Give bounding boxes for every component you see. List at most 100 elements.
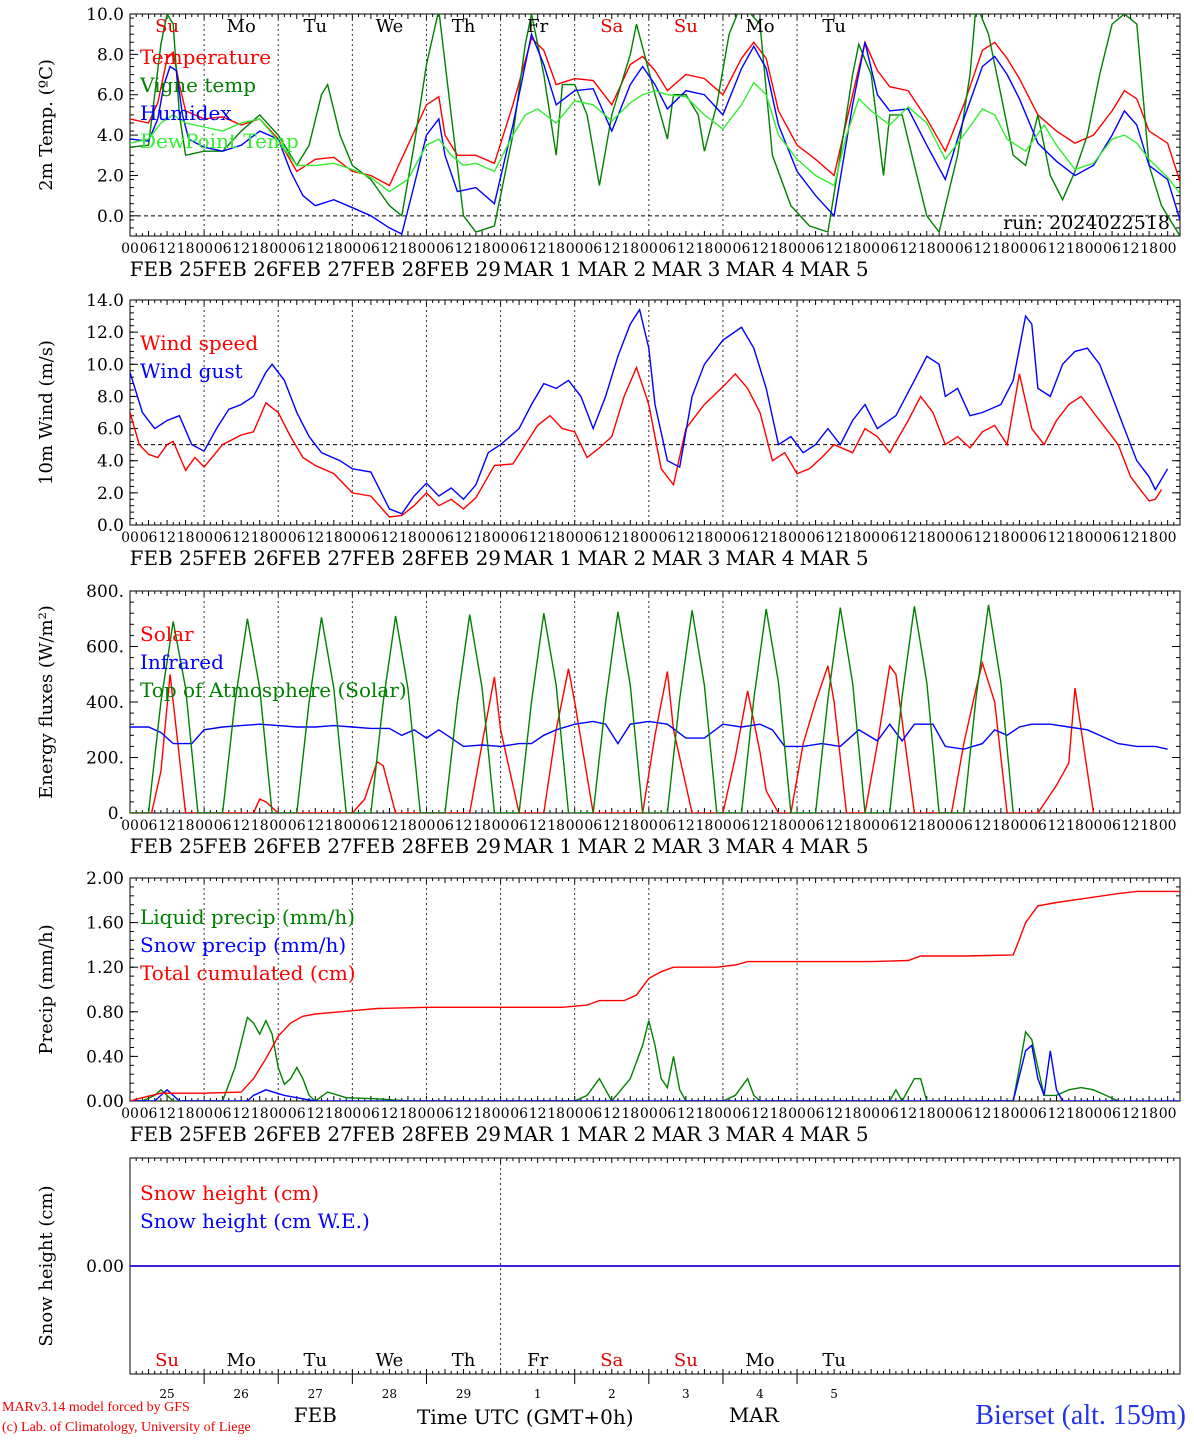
- hour-tick-label: 06: [1029, 1106, 1047, 1122]
- hour-tick-label: 00: [566, 1106, 584, 1122]
- hour-tick-label: 06: [1029, 241, 1047, 257]
- y-tick-label: 0.: [108, 804, 124, 824]
- hour-tick-label: 18: [695, 1106, 713, 1122]
- hour-tick-label: 18: [547, 530, 565, 546]
- hour-tick-label: 06: [955, 241, 973, 257]
- hour-tick-label: 18: [251, 530, 269, 546]
- hour-tick-label: 00: [788, 818, 806, 834]
- series-line-solar: [130, 660, 1095, 813]
- hour-tick-label: 00: [492, 530, 510, 546]
- date-label: FEB 26: [204, 1122, 279, 1146]
- legend-entry: Top of Atmosphere (Solar): [140, 678, 407, 702]
- hour-tick-label: 18: [399, 818, 417, 834]
- weekday-label: Tu: [303, 16, 327, 37]
- weekday-label: Mo: [745, 16, 774, 37]
- hour-tick-label: 00: [936, 530, 954, 546]
- day-number-label: 29: [456, 1387, 471, 1401]
- weekday-label: Th: [452, 1350, 476, 1371]
- date-label: MAR 2: [577, 1122, 646, 1146]
- hour-tick-label: 18: [992, 1106, 1010, 1122]
- hour-tick-label: 06: [510, 818, 528, 834]
- hour-tick-label: 06: [733, 241, 751, 257]
- hour-tick-label: 06: [1103, 1106, 1121, 1122]
- hour-tick-label: 18: [177, 530, 195, 546]
- hour-tick-label: 12: [380, 241, 398, 257]
- hour-tick-label: 18: [918, 818, 936, 834]
- date-label: FEB 29: [426, 1122, 501, 1146]
- series-line-wind-gust: [130, 307, 1169, 515]
- hour-tick-label: 18: [992, 241, 1010, 257]
- hour-tick-label: 06: [362, 818, 380, 834]
- date-label: FEB 28: [352, 546, 427, 570]
- y-tick-label: 10.0: [86, 5, 124, 25]
- hour-tick-label: 00: [936, 1106, 954, 1122]
- date-label: MAR 5: [800, 546, 869, 570]
- hour-tick-label: 18: [325, 1106, 343, 1122]
- hour-tick-label: 00: [566, 241, 584, 257]
- y-tick-label: 2.0: [97, 484, 124, 504]
- hour-tick-label: 12: [1122, 241, 1140, 257]
- legend-entry: Wind gust: [140, 359, 243, 383]
- hour-tick-label: 12: [603, 530, 621, 546]
- hour-tick-label: 12: [751, 818, 769, 834]
- series-line-humidex: [130, 31, 1180, 236]
- hour-tick-label: 00: [714, 530, 732, 546]
- hour-tick-label: 18: [1140, 818, 1158, 834]
- hour-tick-label: 00: [121, 530, 139, 546]
- hour-tick-label: 00: [862, 1106, 880, 1122]
- date-label: FEB 26: [204, 546, 279, 570]
- hour-tick-label: 06: [584, 241, 602, 257]
- weekday-label: Mo: [745, 1350, 774, 1371]
- hour-tick-label: 12: [825, 530, 843, 546]
- hour-tick-label: 18: [1140, 530, 1158, 546]
- legend-entry: Vigne temp: [139, 73, 256, 97]
- y-tick-label: 200.: [86, 749, 124, 769]
- hour-tick-label: 12: [306, 1106, 324, 1122]
- hour-tick-label: 00: [640, 1106, 658, 1122]
- hour-tick-label: 18: [770, 530, 788, 546]
- y-tick-label: 0.0: [97, 516, 124, 536]
- y-tick-label: 6.0: [97, 86, 124, 106]
- hour-tick-label: 12: [232, 1106, 250, 1122]
- hour-tick-label: 06: [955, 1106, 973, 1122]
- y-tick-label: 4.0: [97, 126, 124, 146]
- hour-tick-label: 12: [973, 1106, 991, 1122]
- hour-tick-label: 12: [603, 241, 621, 257]
- hour-tick-label: 00: [640, 530, 658, 546]
- copyright-credit: (c) Lab. of Climatology, University of L…: [2, 1420, 251, 1435]
- date-label: FEB 25: [130, 546, 205, 570]
- hour-tick-label: 00: [492, 1106, 510, 1122]
- hour-tick-label: 12: [677, 530, 695, 546]
- hour-tick-label: 06: [436, 818, 454, 834]
- weekday-label: Mo: [227, 1350, 256, 1371]
- hour-tick-label: 06: [510, 241, 528, 257]
- hour-tick-label: 18: [399, 1106, 417, 1122]
- legend-entry: Infrared: [140, 650, 224, 674]
- y-axis-label: 2m Temp. (ºC): [36, 59, 57, 191]
- hour-tick-label: 00: [269, 530, 287, 546]
- hour-tick-label: 12: [603, 1106, 621, 1122]
- date-label: MAR 1: [503, 834, 572, 858]
- hour-tick-label: 06: [1103, 818, 1121, 834]
- hour-tick-label: 00: [788, 1106, 806, 1122]
- hour-tick-label: 06: [140, 530, 158, 546]
- date-label: MAR 5: [800, 257, 869, 281]
- y-tick-label: 800.: [86, 582, 124, 602]
- hour-tick-label: 18: [695, 530, 713, 546]
- series-line-infrared: [130, 720, 1168, 750]
- day-number-label: 25: [159, 1387, 174, 1401]
- hour-tick-label: 06: [436, 1106, 454, 1122]
- hour-tick-label: 18: [325, 241, 343, 257]
- y-tick-label: 0.0: [97, 207, 124, 227]
- hour-tick-label: 12: [455, 241, 473, 257]
- y-tick-label: 1.60: [86, 914, 124, 934]
- y-axis-label: Precip (mm/h): [36, 924, 57, 1054]
- hour-tick-label: 06: [436, 241, 454, 257]
- hour-tick-label: 06: [658, 530, 676, 546]
- date-label: MAR 2: [577, 257, 646, 281]
- hour-tick-label: 12: [529, 1106, 547, 1122]
- hour-tick-label: 18: [177, 818, 195, 834]
- hour-tick-label: 12: [973, 530, 991, 546]
- hour-tick-label: 00: [269, 818, 287, 834]
- series-line-top-of-atmosphere-solar-: [130, 604, 1014, 813]
